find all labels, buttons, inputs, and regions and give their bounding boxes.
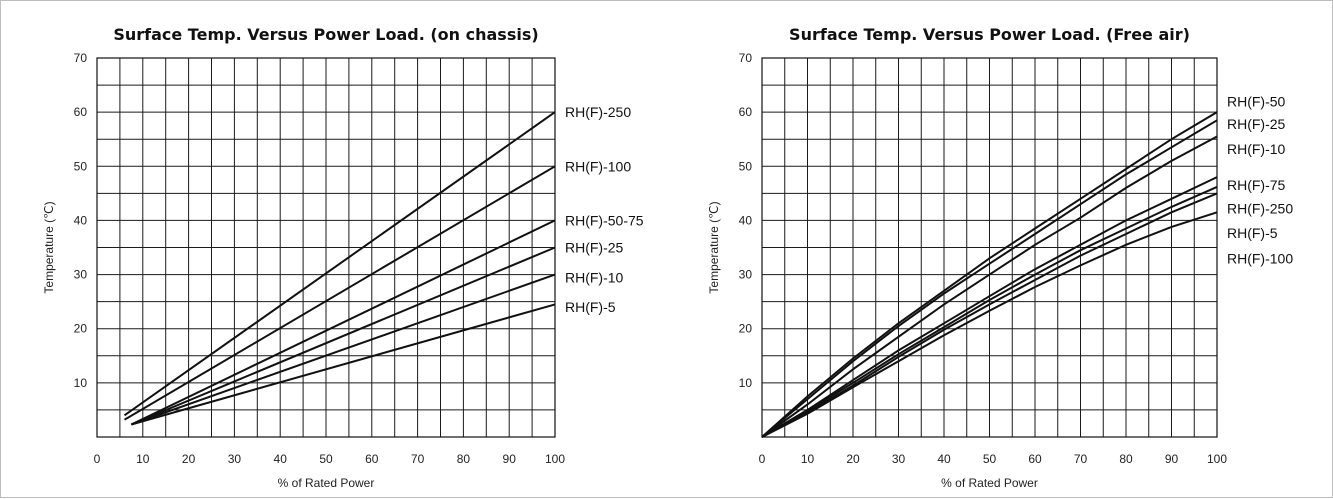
x-axis-label: % of Rated Power [278,476,375,490]
series-label-rh-f-25: RH(F)-25 [565,240,624,256]
y-tick-label: 30 [739,268,753,282]
series-label-rh-f-5: RH(F)-5 [1227,225,1278,241]
series-line-rh-f-50-75 [130,219,556,426]
series-label-rh-f-100: RH(F)-100 [1227,250,1293,266]
x-axis-label: % of Rated Power [941,476,1038,490]
series-label-rh-f-10: RH(F)-10 [1227,141,1286,157]
series-line-rh-f-100 [123,165,556,421]
grid [762,58,1217,437]
series-label-rh-f-25: RH(F)-25 [1227,116,1286,132]
series-label-rh-f-250: RH(F)-250 [565,104,631,120]
x-tick-label: 90 [1165,452,1179,466]
plot-area-border [761,57,1218,438]
y-tick-label: 70 [74,51,88,65]
x-tick-label: 30 [228,452,242,466]
series-label-rh-f-5: RH(F)-5 [565,299,616,315]
y-tick-label: 50 [739,159,753,173]
series-line-rh-f-25 [130,246,556,426]
chart-title: Surface Temp. Versus Power Load. (Free a… [789,25,1190,44]
series-label-rh-f-50-75: RH(F)-50-75 [565,212,644,228]
y-axis-label: Temperature (℃) [707,201,721,293]
series-line-rh-f-5 [761,192,1218,438]
y-tick-label: 50 [74,159,88,173]
series-label-rh-f-100: RH(F)-100 [565,158,631,174]
series-line-rh-f-10 [761,135,1218,438]
series-line-rh-f-100 [761,211,1218,438]
x-tick-label: 70 [1074,452,1088,466]
x-tick-label: 100 [1207,452,1227,466]
y-tick-label: 40 [739,213,753,227]
x-tick-label: 0 [94,452,101,466]
y-tick-label: 20 [74,322,88,336]
x-tick-label: 20 [846,452,860,466]
series-line-rh-f-5 [131,303,556,426]
x-tick-label: 50 [319,452,333,466]
y-tick-label: 60 [739,105,753,119]
series-line-rh-f-50 [761,111,1218,438]
x-tick-label: 40 [274,452,288,466]
x-tick-label: 10 [801,452,815,466]
x-tick-label: 100 [545,452,565,466]
series-label-rh-f-50: RH(F)-50 [1227,93,1286,109]
series-line-rh-f-250 [123,111,556,417]
x-tick-label: 60 [1028,452,1042,466]
series-line-rh-f-75 [761,176,1218,438]
y-tick-label: 40 [74,213,88,227]
chart-right: Surface Temp. Versus Power Load. (Free a… [707,25,1293,490]
series-line-rh-f-250 [761,185,1218,438]
y-tick-label: 10 [739,376,753,390]
y-tick-label: 10 [74,376,88,390]
x-tick-label: 60 [365,452,379,466]
chart-left: Surface Temp. Versus Power Load. (on cha… [42,25,644,490]
x-tick-label: 30 [892,452,906,466]
x-tick-label: 70 [411,452,425,466]
y-tick-label: 70 [739,51,753,65]
grid [97,58,555,437]
series-label-rh-f-250: RH(F)-250 [1227,201,1293,217]
x-tick-label: 90 [503,452,517,466]
series-line-rh-f-25 [761,119,1218,438]
y-tick-label: 60 [74,105,88,119]
x-tick-label: 40 [937,452,951,466]
x-tick-label: 80 [457,452,471,466]
x-tick-label: 10 [136,452,150,466]
y-tick-label: 20 [739,322,753,336]
chart-title: Surface Temp. Versus Power Load. (on cha… [113,25,538,44]
x-tick-label: 50 [983,452,997,466]
x-tick-label: 80 [1119,452,1133,466]
x-tick-label: 0 [759,452,766,466]
y-axis-label: Temperature (℃) [42,201,56,293]
series-label-rh-f-10: RH(F)-10 [565,269,624,285]
series-line-rh-f-10 [130,273,556,426]
y-tick-label: 30 [74,268,88,282]
x-tick-label: 20 [182,452,196,466]
series-label-rh-f-75: RH(F)-75 [1227,177,1286,193]
